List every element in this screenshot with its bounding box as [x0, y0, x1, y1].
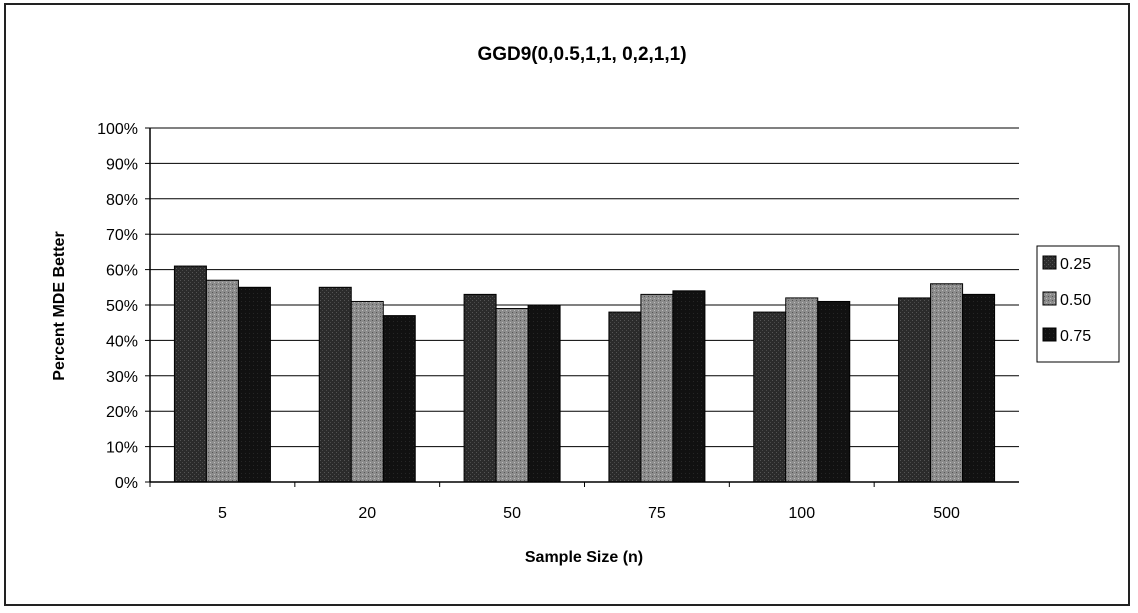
bar-0.50-n5	[205, 279, 239, 483]
y-tick-label: 70%	[106, 227, 138, 244]
y-tick-label: 90%	[106, 156, 138, 173]
bar-0.25-n500	[898, 297, 932, 483]
legend-label-0.25: 0.25	[1060, 256, 1091, 273]
y-tick-label: 50%	[106, 298, 138, 315]
y-tick-label: 40%	[106, 333, 138, 350]
bar-0.50-n100	[785, 297, 819, 483]
bar-0.25-n5	[173, 265, 207, 483]
bar-0.25-n20	[318, 286, 352, 483]
legend-swatch-0.50	[1042, 291, 1057, 306]
y-axis-title: Percent MDE Better	[51, 231, 68, 380]
y-tick-label: 60%	[106, 263, 138, 280]
x-tick-labels: 5 20 50 75 100 500	[218, 505, 960, 522]
bar-0.50-n50	[495, 308, 529, 483]
bar-0.25-n50	[463, 293, 497, 483]
bar-0.50-n75	[640, 293, 674, 483]
y-tick-label: 20%	[106, 404, 138, 421]
y-tick-label: 30%	[106, 369, 138, 386]
x-tick-label: 500	[933, 505, 960, 522]
x-axis-title: Sample Size (n)	[525, 549, 643, 566]
legend-label-0.50: 0.50	[1060, 292, 1091, 309]
y-tick-label: 100%	[97, 121, 138, 138]
bar-0.75-n75	[672, 290, 706, 483]
axes	[149, 128, 1019, 483]
bar-0.75-n500	[962, 293, 996, 483]
x-tick-label: 75	[648, 505, 666, 522]
legend: 0.25 0.50 0.75	[1036, 245, 1120, 363]
legend-label-0.75: 0.75	[1060, 328, 1091, 345]
bars	[173, 265, 996, 483]
bar-0.25-n75	[608, 311, 642, 483]
y-tick-labels: 0% 10% 20% 30% 40% 50% 60% 70% 80% 90% 100%	[97, 121, 138, 492]
y-tick-label: 10%	[106, 440, 138, 457]
bar-0.75-n100	[817, 300, 851, 483]
chart-title: GGD9(0,0.5,1,1, 0,2,1,1)	[477, 44, 686, 65]
x-tick-label: 5	[218, 505, 227, 522]
x-tick-label: 50	[503, 505, 521, 522]
bar-0.75-n20	[382, 315, 416, 483]
legend-swatch-0.25	[1042, 255, 1057, 270]
x-tick-label: 100	[788, 505, 815, 522]
bar-0.75-n50	[527, 304, 561, 483]
bar-0.50-n500	[930, 283, 964, 483]
legend-swatch-0.75	[1042, 327, 1057, 342]
bar-0.75-n5	[237, 286, 271, 483]
bar-0.50-n20	[350, 300, 384, 483]
gridlines	[145, 127, 1019, 487]
bar-0.25-n100	[753, 311, 787, 483]
x-tick-label: 20	[358, 505, 376, 522]
y-tick-label: 80%	[106, 192, 138, 209]
y-tick-label: 0%	[115, 475, 138, 492]
